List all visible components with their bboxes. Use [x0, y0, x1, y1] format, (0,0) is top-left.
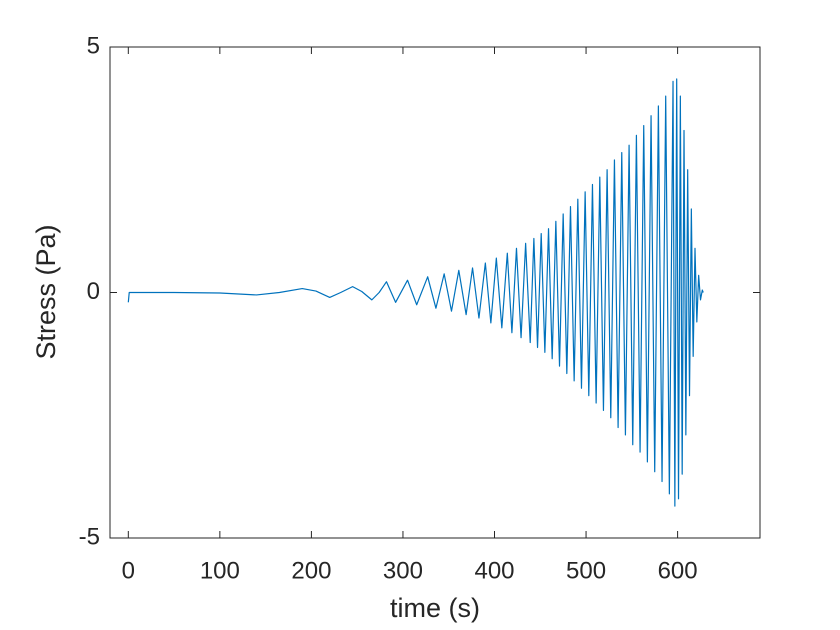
x-tick-label: 500: [566, 557, 606, 584]
y-tick-label: -5: [79, 523, 100, 550]
x-tick-label: 400: [474, 557, 514, 584]
x-tick-label: 0: [122, 557, 135, 584]
x-axis-label: time (s): [390, 593, 480, 623]
x-tick-label: 200: [291, 557, 331, 584]
x-tick-label: 100: [200, 557, 240, 584]
y-tick-label: 0: [87, 278, 100, 305]
x-tick-label: 600: [658, 557, 698, 584]
y-axis-label: Stress (Pa): [31, 224, 61, 359]
data-line: [127, 78, 704, 507]
x-tick-label: 300: [383, 557, 423, 584]
y-tick-label: 5: [87, 32, 100, 59]
